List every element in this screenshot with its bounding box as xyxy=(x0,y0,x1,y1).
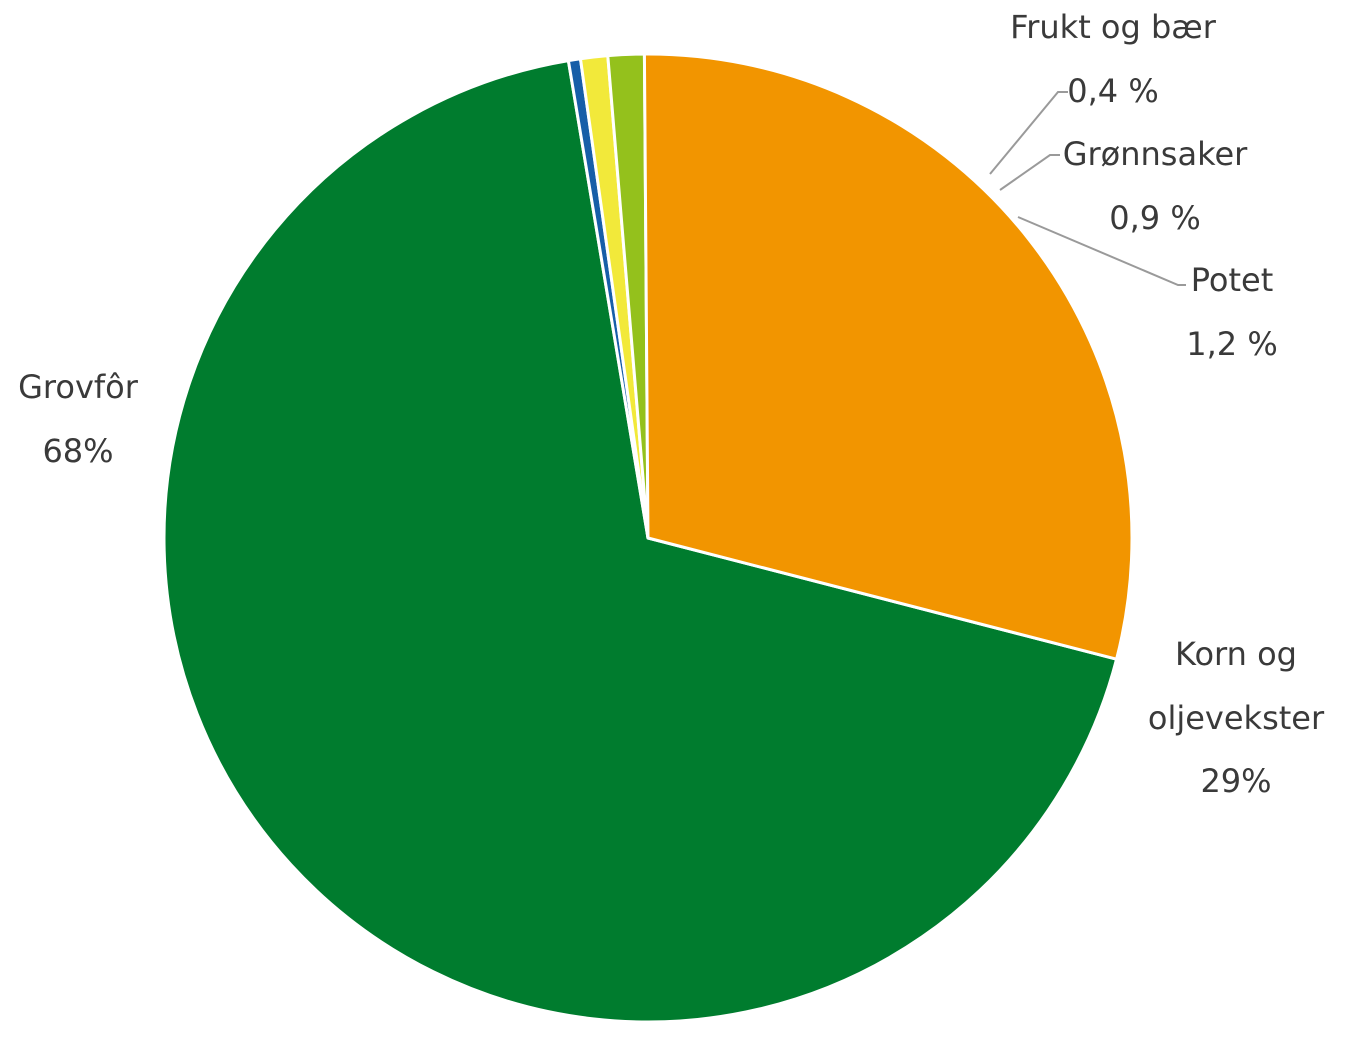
label-frukt-value: 0,4 % xyxy=(1067,72,1158,110)
pie-slice-grovfor xyxy=(162,59,1119,1024)
label-korn: Korn og oljevekster 29% xyxy=(1148,635,1325,800)
label-gronnsaker-name: Grønnsaker xyxy=(1063,135,1248,173)
pie-slice-korn xyxy=(642,52,1134,661)
leader-line-gronnsaker xyxy=(999,154,1060,191)
label-potet-value: 1,2 % xyxy=(1186,325,1277,363)
label-gronnsaker-value: 0,9 % xyxy=(1109,199,1200,237)
label-korn-name-line2: oljevekster xyxy=(1148,699,1325,737)
label-potet-name: Potet xyxy=(1191,261,1274,299)
label-korn-value: 29% xyxy=(1200,762,1271,800)
leader-line-frukt xyxy=(989,91,1068,175)
label-korn-name-line1: Korn og xyxy=(1175,635,1297,673)
pie-slices xyxy=(162,52,1134,1024)
label-grovfor-value: 68% xyxy=(42,432,113,470)
label-grovfor-name: Grovfôr xyxy=(18,368,139,406)
label-frukt: Frukt og bær 0,4 % xyxy=(1010,8,1217,110)
label-frukt-name: Frukt og bær xyxy=(1010,8,1217,46)
leader-line-potet xyxy=(1017,216,1186,286)
label-gronnsaker: Grønnsaker 0,9 % xyxy=(1063,135,1248,237)
label-grovfor: Grovfôr 68% xyxy=(18,368,139,470)
label-potet: Potet 1,2 % xyxy=(1186,261,1277,363)
leader-lines xyxy=(989,91,1186,286)
